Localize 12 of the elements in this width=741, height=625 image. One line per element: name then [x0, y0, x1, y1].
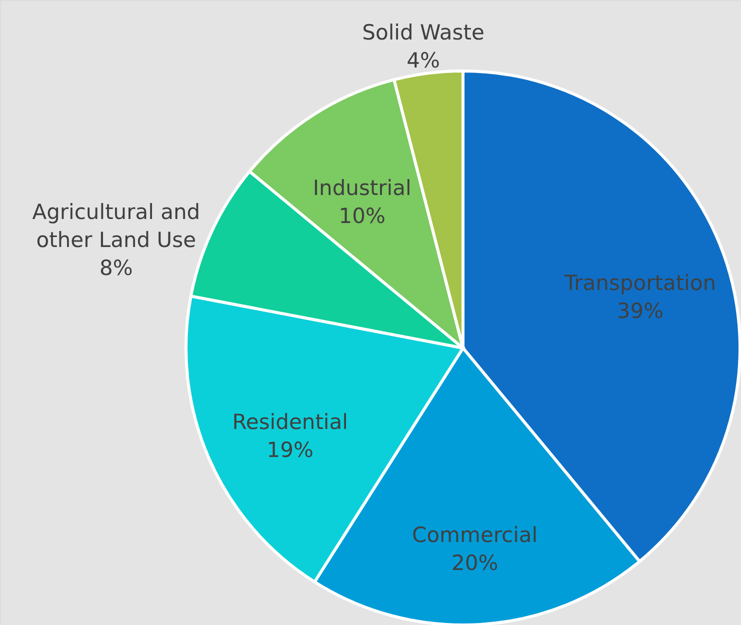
slice-label: Agricultural and other Land Use: [32, 200, 200, 252]
data-label: 20%: [451, 550, 498, 575]
slice-label: Transportation: [563, 271, 716, 296]
data-label: 4%: [406, 48, 440, 72]
slice-label: Commercial: [412, 522, 538, 547]
slice-label: Industrial: [312, 176, 412, 200]
data-label: 19%: [266, 438, 314, 462]
data-label: 39%: [616, 299, 664, 324]
data-label: 10%: [338, 204, 386, 228]
slice-label: Solid Waste: [362, 20, 484, 44]
slice-label: Residential: [232, 410, 348, 434]
data-label: 8%: [100, 256, 133, 280]
